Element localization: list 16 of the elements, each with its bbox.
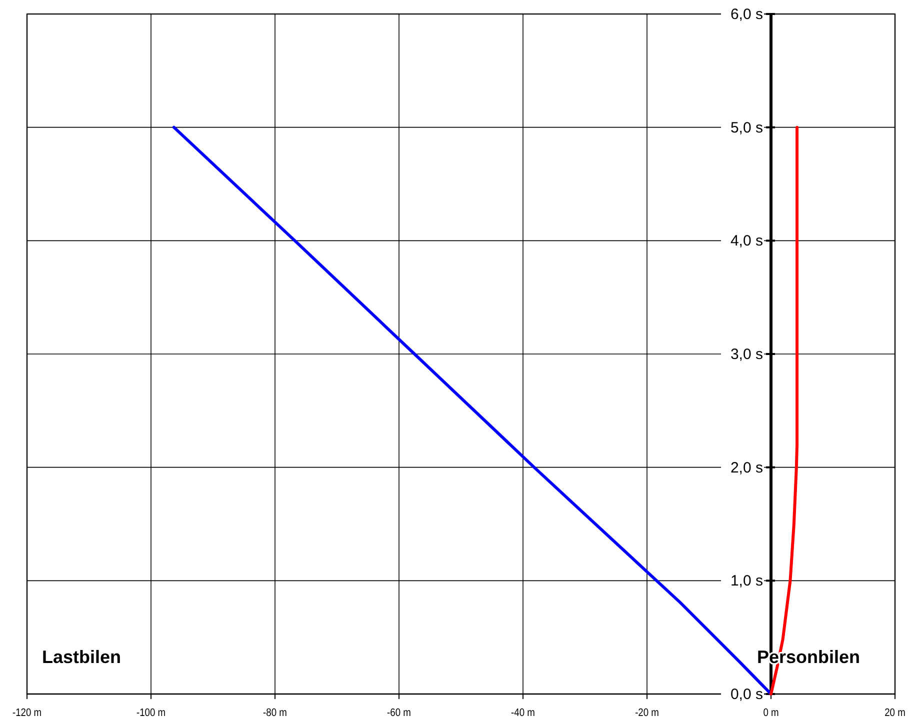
y-tick-label: 4,0 s [730,232,763,250]
annotation: Lastbilen [42,647,122,667]
x-tick-label: -100 m [136,707,166,720]
x-tick-label: -120 m [12,707,42,720]
x-tick-label: -60 m [387,707,411,720]
y-tick-label: 1,0 s [730,572,763,590]
x-tick-label: 0 m [763,707,779,720]
x-tick-label: -80 m [263,707,287,720]
x-tick-label: -20 m [635,707,659,720]
y-tick-label: 5,0 s [730,119,763,136]
x-tick-label: 20 m [884,707,906,720]
y-tick-label: 2,0 s [730,459,763,476]
y-tick-label: 6,0 s [730,6,763,23]
x-tick-label: -40 m [511,707,535,720]
y-tick-label: 3,0 s [730,346,763,363]
y-tick-label: 0,0 s [730,686,763,703]
